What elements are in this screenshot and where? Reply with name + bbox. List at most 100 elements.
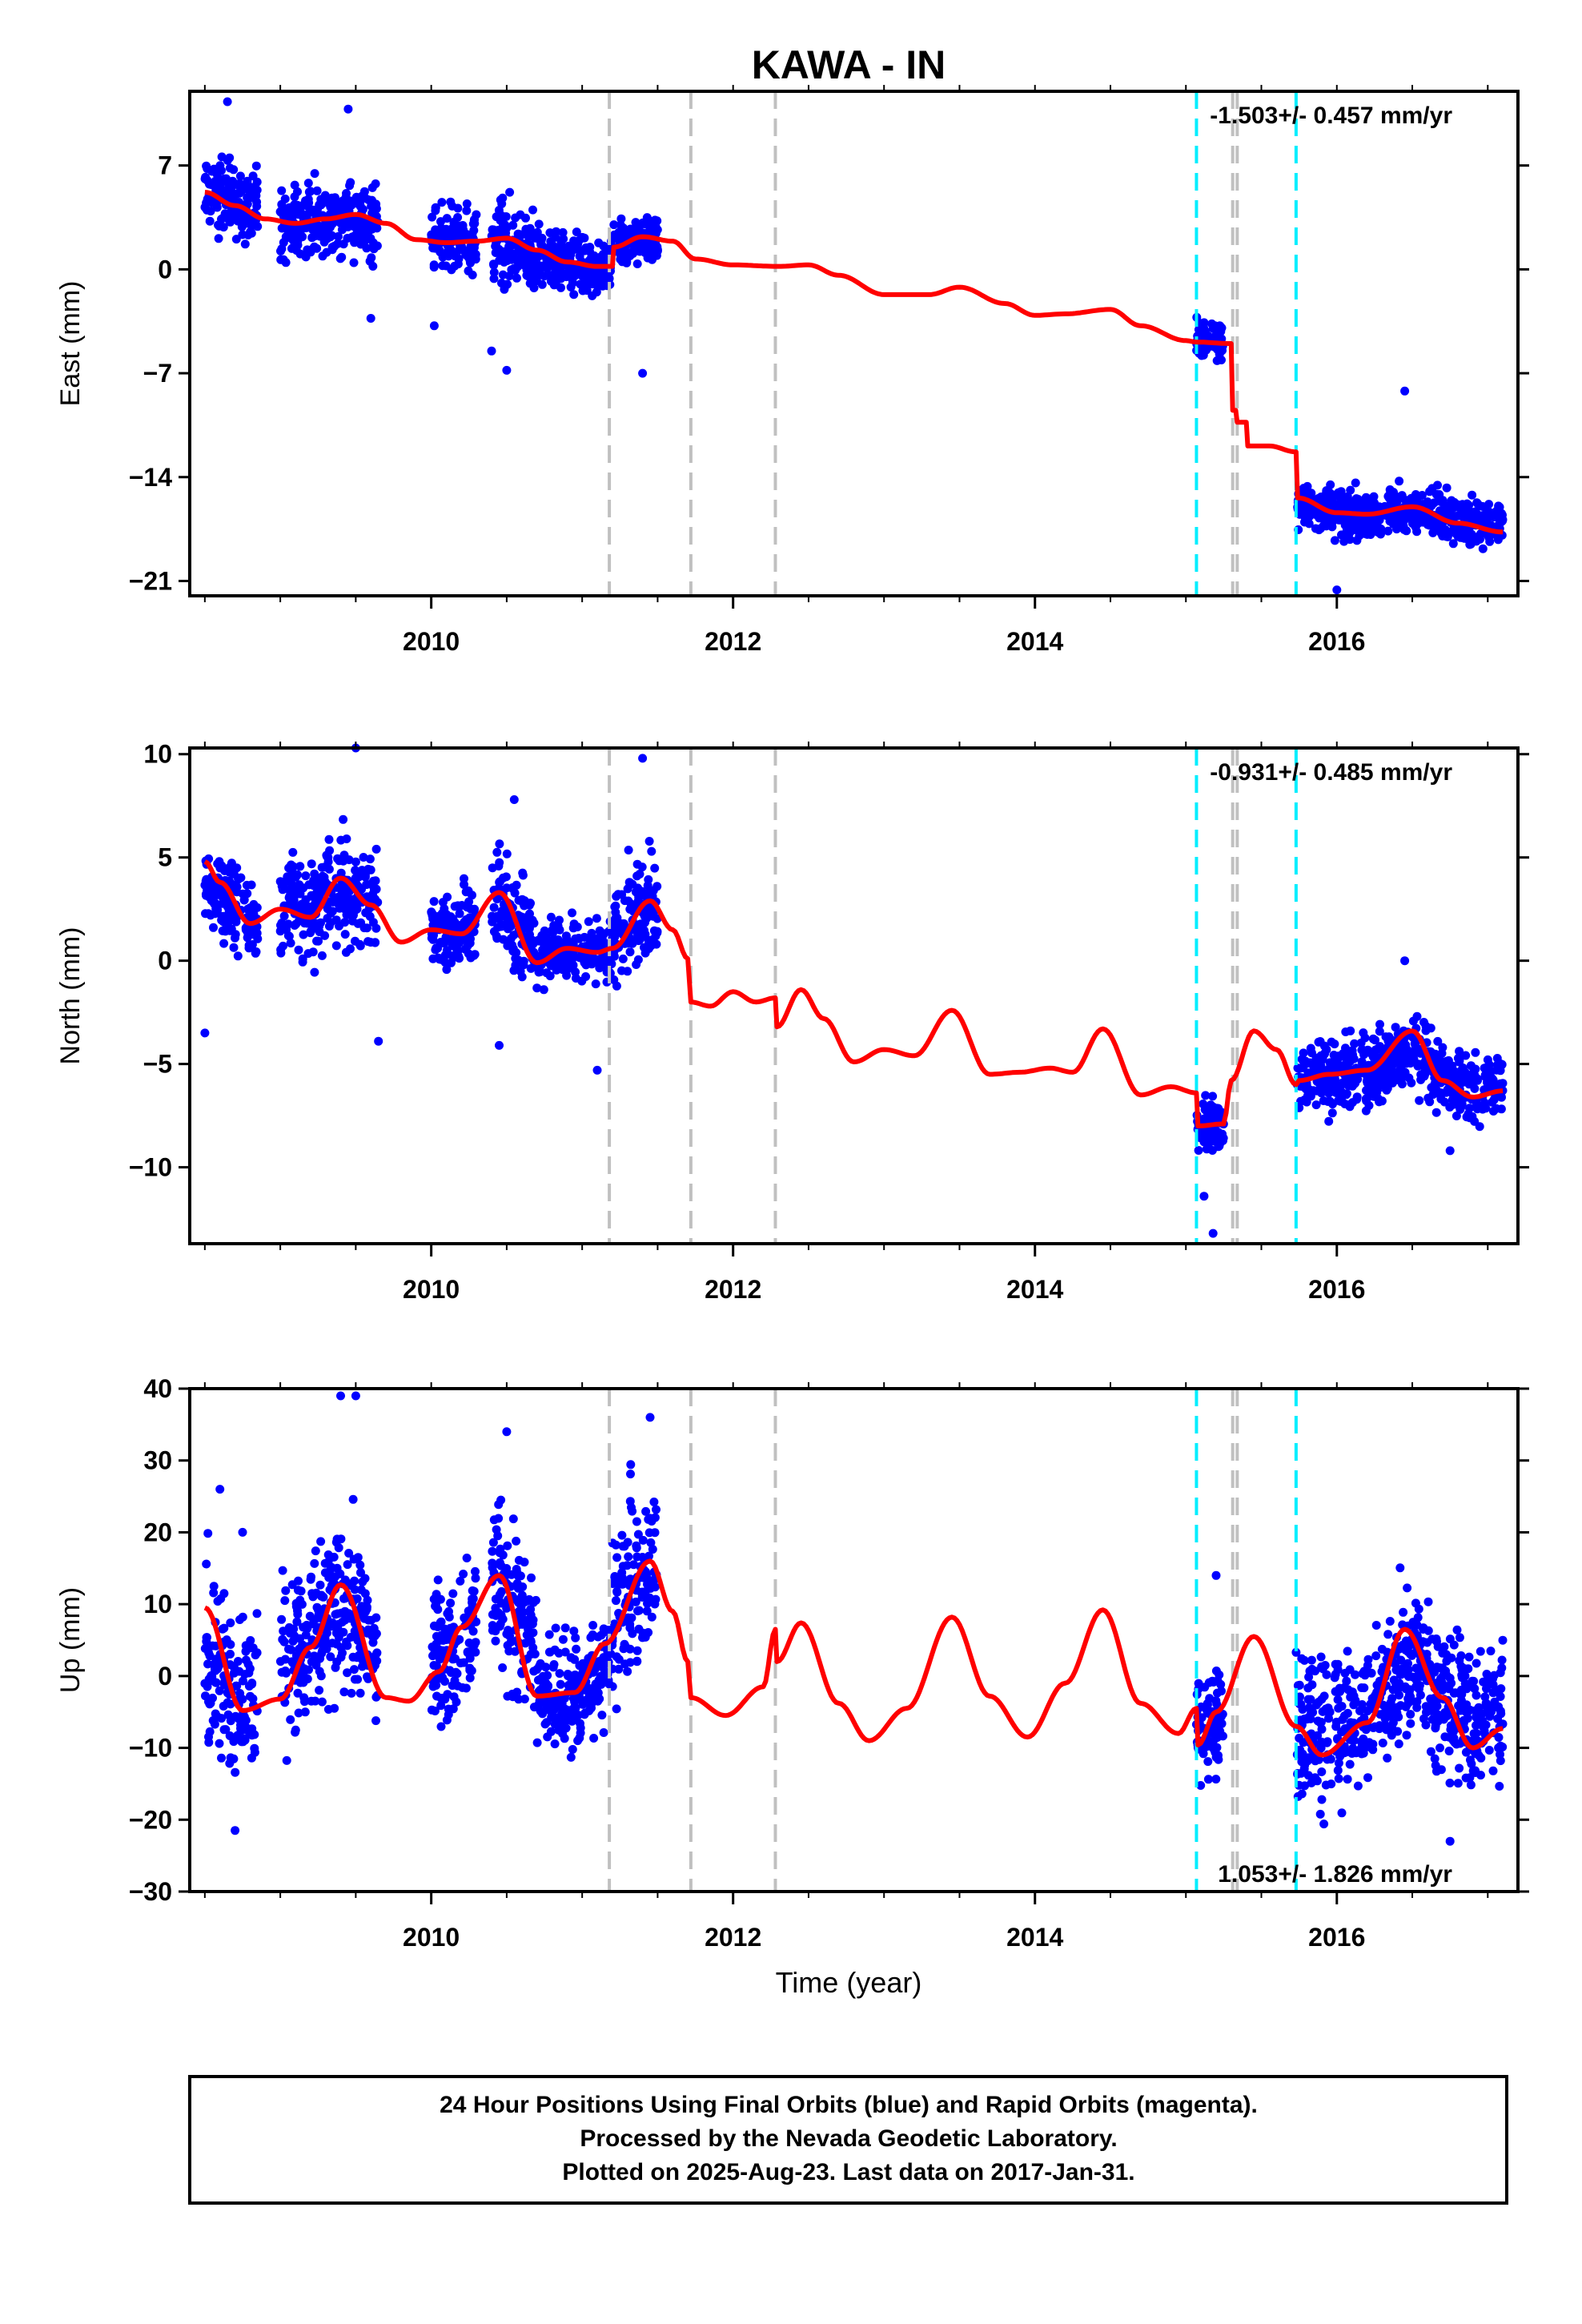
data-point: [510, 888, 520, 898]
data-point: [543, 1671, 552, 1680]
data-point: [448, 915, 458, 923]
data-point: [463, 941, 472, 951]
data-point: [1497, 1655, 1507, 1665]
data-point: [351, 866, 360, 875]
data-point: [1368, 1034, 1378, 1043]
data-point: [1460, 533, 1469, 543]
data-point: [1425, 1097, 1435, 1107]
data-point: [1464, 1652, 1474, 1662]
data-point: [513, 1598, 523, 1607]
data-point: [1300, 1781, 1310, 1791]
data-point: [488, 863, 497, 873]
outlier-point: [1332, 585, 1342, 595]
data-point: [371, 1613, 381, 1622]
data-point: [292, 1602, 302, 1612]
data-point: [362, 923, 371, 933]
data-point: [541, 1663, 551, 1672]
data-point: [565, 269, 575, 279]
data-point: [501, 212, 511, 221]
data-point: [489, 1515, 499, 1525]
data-point: [323, 904, 332, 914]
data-point: [432, 1639, 441, 1649]
data-point: [1472, 1659, 1481, 1668]
data-point: [597, 1711, 607, 1720]
data-point: [340, 930, 350, 939]
data-point: [496, 1619, 505, 1629]
data-point: [638, 1633, 647, 1642]
data-point: [1335, 1687, 1345, 1696]
data-point: [317, 1697, 327, 1707]
data-point: [1199, 1100, 1208, 1108]
data-point: [436, 1722, 446, 1731]
data-point: [428, 243, 438, 253]
data-point: [612, 1553, 622, 1562]
data-point: [315, 1686, 324, 1695]
data-point: [339, 891, 348, 901]
data-point: [346, 178, 355, 187]
data-point: [533, 1675, 543, 1685]
data-point: [223, 902, 232, 911]
data-point: [438, 898, 448, 907]
data-point: [1201, 1091, 1211, 1100]
data-point: [494, 1500, 504, 1510]
data-point: [583, 1695, 592, 1704]
data-point: [613, 890, 623, 899]
data-point: [201, 890, 211, 899]
data-point: [519, 956, 528, 966]
data-point: [471, 250, 480, 259]
data-point: [457, 901, 467, 910]
data-point: [637, 862, 647, 872]
data-point: [455, 954, 464, 963]
outlier-point: [495, 1040, 504, 1050]
data-point: [226, 1650, 235, 1659]
data-point: [630, 242, 640, 251]
data-point: [1369, 492, 1379, 501]
data-point: [647, 846, 656, 856]
data-point: [494, 206, 504, 215]
data-point: [1488, 1097, 1497, 1107]
data-point: [1333, 1766, 1343, 1775]
data-point: [617, 253, 627, 263]
data-point: [1395, 509, 1405, 519]
data-point: [1385, 1617, 1395, 1626]
data-point: [624, 1552, 633, 1562]
data-point: [343, 1609, 353, 1618]
data-point: [616, 924, 625, 934]
data-point: [1202, 1144, 1211, 1154]
data-point: [575, 251, 584, 261]
data-point: [292, 1617, 302, 1626]
data-point: [320, 191, 330, 200]
data-point: [1436, 1094, 1446, 1104]
data-point: [348, 1494, 358, 1504]
data-point: [231, 235, 241, 244]
data-point: [633, 1606, 642, 1616]
data-point: [246, 227, 255, 236]
data-point: [223, 212, 232, 222]
data-point: [1311, 1053, 1321, 1063]
data-point: [351, 857, 360, 866]
data-point: [1406, 1719, 1415, 1728]
data-point: [1311, 1700, 1321, 1710]
data-point: [499, 873, 508, 883]
data-point: [236, 873, 246, 883]
data-point: [1202, 345, 1211, 355]
data-point: [640, 918, 649, 927]
data-point: [1462, 1684, 1472, 1694]
data-point: [597, 957, 607, 966]
data-point: [1475, 531, 1484, 541]
data-point: [489, 259, 498, 269]
data-point: [491, 1636, 500, 1646]
data-point: [1210, 1133, 1219, 1143]
data-point: [568, 908, 576, 918]
data-point: [1437, 1048, 1447, 1058]
data-point: [1435, 1743, 1444, 1753]
data-point: [337, 252, 347, 262]
data-point: [1423, 520, 1432, 529]
data-point: [229, 943, 239, 952]
data-point: [622, 1561, 632, 1570]
data-point: [469, 951, 479, 960]
x-tick-label: 2014: [1006, 627, 1063, 656]
data-point: [625, 947, 635, 957]
